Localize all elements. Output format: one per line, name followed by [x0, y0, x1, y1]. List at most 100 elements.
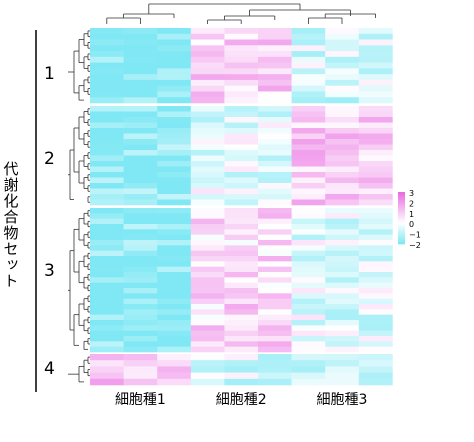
heatmap-cell — [291, 366, 326, 373]
heatmap-cell — [123, 272, 158, 278]
heatmap-cell — [358, 133, 393, 140]
heatmap-cell — [258, 309, 292, 315]
heatmap-cell — [157, 336, 192, 342]
heatmap-cell — [358, 39, 393, 46]
heatmap-cell — [325, 341, 360, 347]
heatmap-cell — [358, 117, 393, 123]
heatmap-cell — [325, 366, 360, 373]
heatmap-cell — [157, 309, 192, 315]
heatmap-cell — [358, 144, 393, 151]
heatmap-cell — [190, 288, 225, 294]
heatmap-cell — [224, 150, 259, 156]
heatmap-cell — [291, 288, 326, 294]
heatmap-cell — [224, 314, 259, 321]
heatmap-cell — [123, 144, 158, 151]
heatmap-cell — [123, 155, 158, 162]
heatmap-cell — [90, 330, 124, 337]
heatmap-cell — [291, 208, 326, 214]
y-axis-label: 代謝化合物セット — [1, 161, 20, 289]
heatmap-cell — [157, 117, 192, 123]
heatmap-cell — [291, 314, 326, 321]
heatmap-cell — [291, 354, 326, 361]
heatmap-cell — [358, 128, 393, 134]
heatmap-cell — [90, 85, 124, 92]
heatmap-cell — [90, 117, 124, 123]
legend-color-step — [398, 218, 405, 220]
heatmap-cell — [224, 194, 259, 200]
heatmap-cell — [358, 314, 393, 321]
heatmap-cell — [190, 309, 225, 315]
heatmap-cell — [291, 28, 326, 35]
legend-color-step — [398, 229, 405, 232]
legend-color-step — [398, 205, 405, 207]
heatmap-cell — [258, 245, 292, 251]
heatmap-cell — [258, 261, 292, 267]
heatmap-cell — [358, 208, 393, 214]
legend-color-step — [398, 210, 405, 212]
heatmap-cell — [358, 97, 393, 104]
heatmap-cell — [291, 250, 326, 257]
heatmap-cell — [190, 314, 225, 321]
heatmap-cell — [157, 314, 192, 321]
heatmap-cell — [90, 293, 124, 299]
heatmap-cell — [224, 133, 259, 140]
heatmap-cell — [325, 218, 360, 225]
heatmap-cell — [325, 91, 360, 98]
heatmap-cell — [325, 183, 360, 189]
heatmap-cell — [90, 155, 124, 162]
heatmap-cell — [258, 314, 292, 321]
heatmap-cell — [224, 372, 259, 380]
heatmap-cell — [325, 261, 360, 267]
heatmap-cell — [325, 282, 360, 289]
heatmap-cell — [291, 240, 326, 246]
heatmap-cell — [358, 234, 393, 241]
heatmap-cell — [90, 256, 124, 262]
heatmap-cell — [123, 194, 158, 200]
heatmap-cell — [358, 172, 393, 178]
heatmap-cell — [258, 366, 292, 373]
heatmap-cell — [258, 341, 292, 347]
heatmap-cell — [224, 172, 259, 178]
heatmap-cell — [325, 320, 360, 326]
heatmap-cell — [123, 106, 158, 112]
legend-color-step — [398, 212, 405, 215]
heatmap-cell — [291, 177, 326, 184]
heatmap-cell — [224, 97, 259, 104]
heatmap-cell — [258, 172, 292, 178]
heatmap-cell — [291, 111, 326, 118]
heatmap-cell — [224, 277, 259, 283]
heatmap-cell — [90, 272, 124, 278]
heatmap-cell — [291, 150, 326, 156]
heatmap-cell — [123, 309, 158, 315]
legend-tick-label: 0 — [409, 220, 414, 229]
heatmap-cell — [258, 51, 292, 58]
heatmap-cell — [123, 256, 158, 262]
heatmap-cell — [224, 85, 259, 92]
heatmap-cell — [291, 133, 326, 140]
heatmap-cell — [358, 354, 393, 361]
heatmap-cell — [325, 45, 360, 52]
heatmap-cell — [157, 97, 192, 104]
heatmap-cell — [123, 150, 158, 156]
heatmap-cell — [90, 161, 124, 167]
heatmap-cell — [90, 372, 124, 380]
heatmap-cell — [258, 213, 292, 219]
heatmap-cell — [224, 208, 259, 214]
heatmap-cell — [123, 111, 158, 118]
heatmap-cell — [190, 304, 225, 310]
heatmap-cell — [157, 240, 192, 246]
heatmap-cell — [325, 378, 360, 386]
heatmap-cell — [291, 298, 326, 305]
heatmap-cell — [291, 128, 326, 134]
heatmap-cell — [358, 33, 393, 40]
legend-color-step — [398, 223, 405, 225]
heatmap-cell — [258, 39, 292, 46]
cluster-label-2: 2 — [44, 149, 55, 169]
heatmap-cell — [123, 45, 158, 52]
heatmap-cell — [90, 97, 124, 104]
heatmap-cell — [190, 330, 225, 337]
heatmap-cell — [157, 325, 192, 331]
heatmap-cell — [358, 62, 393, 69]
heatmap-cell — [358, 74, 393, 81]
